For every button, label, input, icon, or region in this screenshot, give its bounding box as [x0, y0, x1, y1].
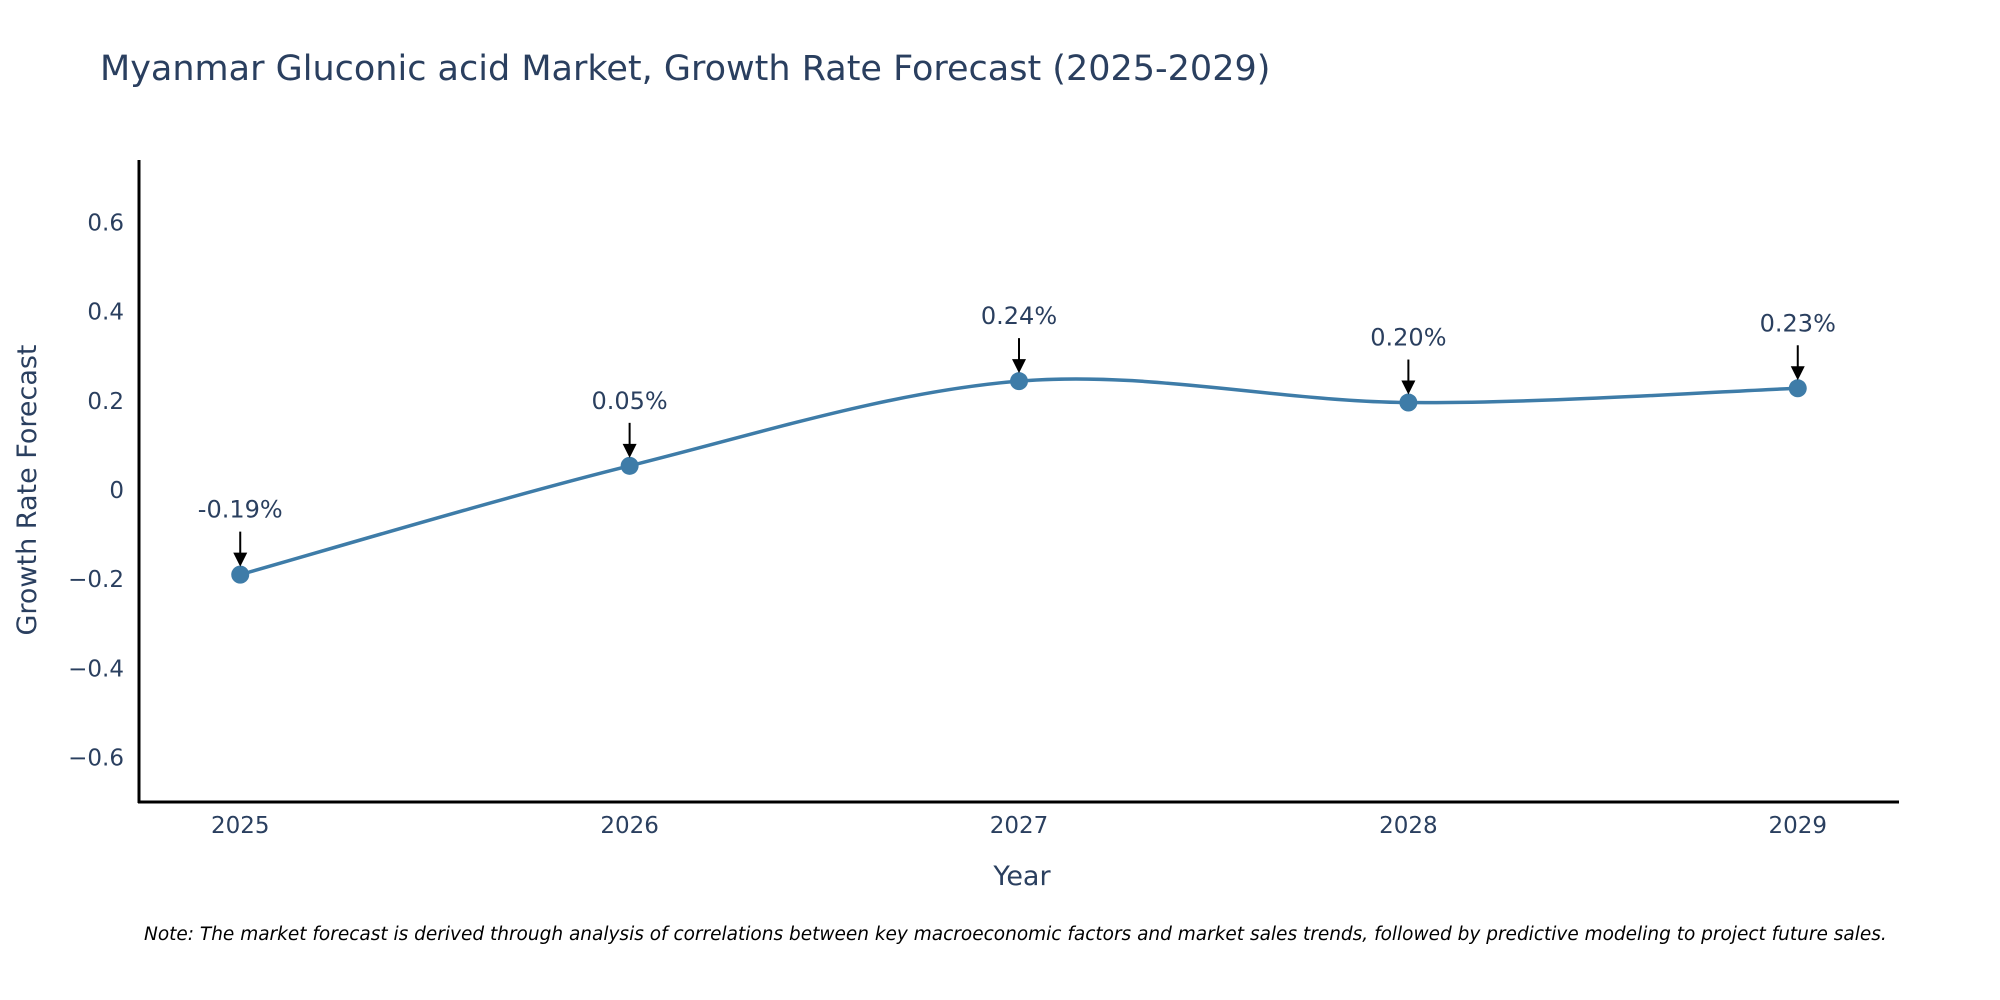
series-line — [239, 377, 1798, 577]
y-axis-ticks: −0.6 −0.4 −0.2 0 0.2 0.4 0.6 — [68, 210, 124, 771]
y-tick-label: −0.2 — [68, 567, 124, 593]
y-tick-label: 0 — [109, 478, 124, 504]
annotation-arrowhead — [1012, 359, 1026, 374]
y-tick-label: 0.6 — [87, 210, 124, 236]
annotation-arrowhead — [1401, 380, 1416, 395]
x-tick-label: 2029 — [1768, 813, 1827, 839]
y-axis-title: Growth Rate Forecast — [12, 344, 43, 635]
data-point — [1010, 372, 1028, 391]
x-tick-label: 2025 — [211, 813, 270, 839]
data-label: 0.24% — [981, 302, 1057, 330]
footnote: Note: The market forecast is derived thr… — [144, 924, 1887, 945]
x-tick-label: 2026 — [600, 813, 659, 839]
y-tick-label: −0.4 — [68, 656, 124, 682]
data-label: 0.05% — [591, 387, 667, 415]
data-point — [1788, 379, 1807, 398]
y-tick-label: 0.4 — [87, 300, 124, 326]
data-points — [231, 372, 1807, 584]
annotation-arrowhead — [622, 443, 637, 458]
data-label: -0.19% — [198, 496, 283, 524]
x-axis-ticks: 2025 2026 2027 2028 2029 — [211, 813, 1827, 839]
x-tick-label: 2027 — [990, 813, 1049, 839]
y-tick-label: −0.6 — [68, 745, 124, 771]
data-annotations: -0.19% 0.05% 0.24% 0.20% 0.23% — [198, 302, 1836, 567]
x-tick-label: 2028 — [1379, 813, 1438, 839]
data-label: 0.20% — [1370, 324, 1446, 352]
chart-title: Myanmar Gluconic acid Market, Growth Rat… — [100, 49, 1270, 89]
x-axis-title: Year — [992, 861, 1051, 892]
y-tick-label: 0.2 — [87, 389, 124, 415]
annotation-arrowhead — [233, 552, 248, 567]
data-point — [620, 456, 639, 475]
annotation-arrowhead — [1790, 366, 1805, 381]
data-point — [1399, 393, 1418, 412]
data-label: 0.23% — [1760, 309, 1836, 337]
data-point — [231, 565, 250, 584]
